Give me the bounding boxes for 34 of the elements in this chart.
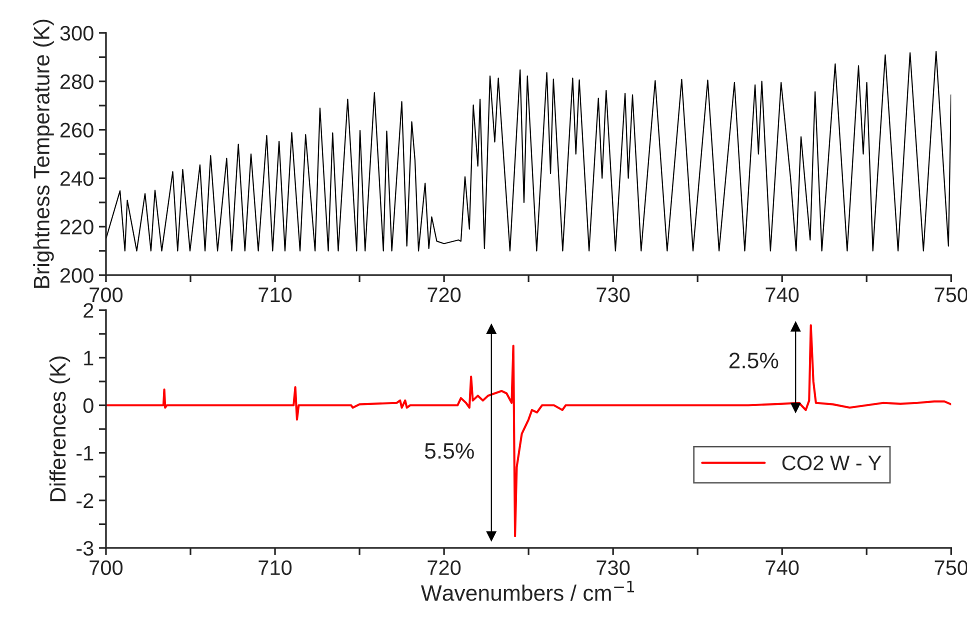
x-tick-label: 710 — [258, 560, 292, 576]
y-tick-label: 240 — [60, 171, 94, 186]
y-tick-label: 2 — [84, 303, 94, 318]
y-axis-title: Differences (K) — [49, 356, 70, 502]
y-tick-label: -2 — [76, 493, 94, 508]
point — [790, 322, 800, 332]
y-tick-label: 220 — [60, 220, 94, 234]
y-tick-label: -3 — [76, 540, 94, 556]
point — [486, 531, 496, 541]
x-tick-label: 700 — [90, 560, 123, 576]
y-axis-title: Brightness Temperature (K) — [33, 20, 54, 288]
x-tick-label: 740 — [766, 287, 799, 302]
line-series — [106, 324, 952, 538]
y-tick-label: 1 — [84, 350, 94, 366]
y-tick-label: 260 — [60, 122, 94, 138]
legend-label: CO2 W - Y — [782, 456, 882, 470]
point — [790, 402, 800, 413]
x-tick-label: 730 — [596, 560, 630, 576]
x-axis-title: Wavenumbers / cm$^{−1}$ — [420, 580, 634, 601]
y-tick-label: 0 — [83, 398, 94, 414]
y-tick-label: -1 — [76, 446, 94, 460]
line-series — [106, 51, 952, 252]
point — [486, 324, 496, 334]
y-tick-label: 300 — [60, 26, 94, 41]
x-tick-label: 720 — [428, 560, 461, 576]
x-tick-label: 740 — [766, 560, 799, 576]
x-tick-label: 720 — [428, 287, 461, 302]
y-tick-label: 200 — [60, 268, 94, 283]
y-tick-label: 280 — [60, 74, 94, 90]
x-tick-label: 730 — [596, 287, 630, 302]
x-tick-label: 710 — [258, 287, 292, 302]
annotation: 5.5% — [424, 443, 474, 459]
x-tick-label: 700 — [90, 287, 123, 302]
annotation: 2.5% — [729, 352, 778, 368]
